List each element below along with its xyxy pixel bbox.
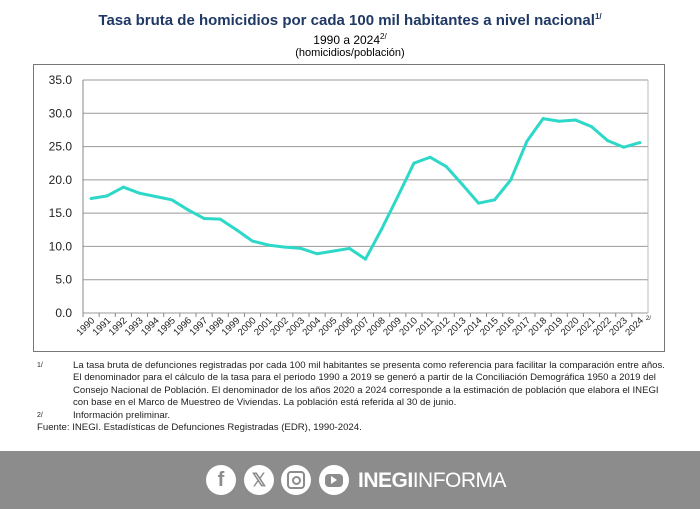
data-point [606,139,610,143]
data-point [283,245,287,249]
data-point [525,139,529,143]
data-point [622,145,626,149]
data-point [251,239,254,243]
data-point [541,117,545,121]
data-point [364,257,367,261]
y-tick-label: 20.0 [49,173,73,187]
x-tick-footnote: 2/ [646,316,651,322]
data-point [590,125,593,129]
data-point [477,201,480,205]
y-tick-label: 0.0 [55,306,72,320]
y-tick-label: 35.0 [49,73,73,87]
footer-bar: f 𝕏 INEGIINFORMA [0,451,700,509]
data-point [299,246,303,250]
data-point [509,178,513,182]
chart-unit: (homicidios/población) [295,47,405,59]
data-point [121,185,125,189]
facebook-icon[interactable]: f [206,465,236,495]
data-point [234,228,238,232]
title-footnote: 1/ [594,12,602,21]
y-tick-label: 5.0 [55,273,72,287]
data-point [186,208,190,212]
data-point [493,198,497,202]
footnote-2: 2/Información preliminar. [37,409,171,421]
subtitle-footnote: 2/ [380,32,387,41]
source-note: Fuente: INEGI. Estadísticas de Defuncion… [37,422,362,434]
y-tick-label: 25.0 [49,140,73,154]
data-point [573,118,577,122]
brand-logo: INEGIINFORMA [358,469,507,492]
data-point [347,246,351,250]
data-point [638,141,642,145]
data-point [105,194,109,198]
data-point [138,191,141,195]
data-point [218,217,222,221]
data-point [396,195,400,198]
youtube-icon[interactable] [319,465,349,495]
data-point [557,119,561,123]
x-icon[interactable]: 𝕏 [244,465,274,495]
data-point [331,249,335,253]
chart-title: Tasa bruta de homicidios por cada 100 mi… [98,12,602,29]
instagram-icon[interactable] [281,465,311,495]
data-point [380,227,384,231]
y-tick-label: 15.0 [49,206,73,220]
chart-frame [33,64,665,352]
data-point [460,183,464,187]
footnotes: 1/La tasa bruta de defunciones registrad… [37,360,667,434]
data-point [202,216,206,220]
data-point [89,196,93,200]
data-point [315,252,319,256]
data-point [170,198,174,202]
footnote-1: 1/La tasa bruta de defunciones registrad… [37,360,665,409]
series-line [90,117,641,261]
x-tick-label: 2024 [623,315,646,338]
y-tick-label: 10.0 [49,239,73,253]
data-point [412,161,416,165]
data-point [444,165,448,169]
chart-subtitle: 1990 a 20242/ [313,32,387,47]
data-point [428,155,432,159]
line-chart: 0.05.010.015.020.025.030.035.01990199119… [49,73,652,338]
data-point [267,243,271,247]
y-tick-label: 30.0 [49,106,73,120]
data-point [154,195,158,198]
